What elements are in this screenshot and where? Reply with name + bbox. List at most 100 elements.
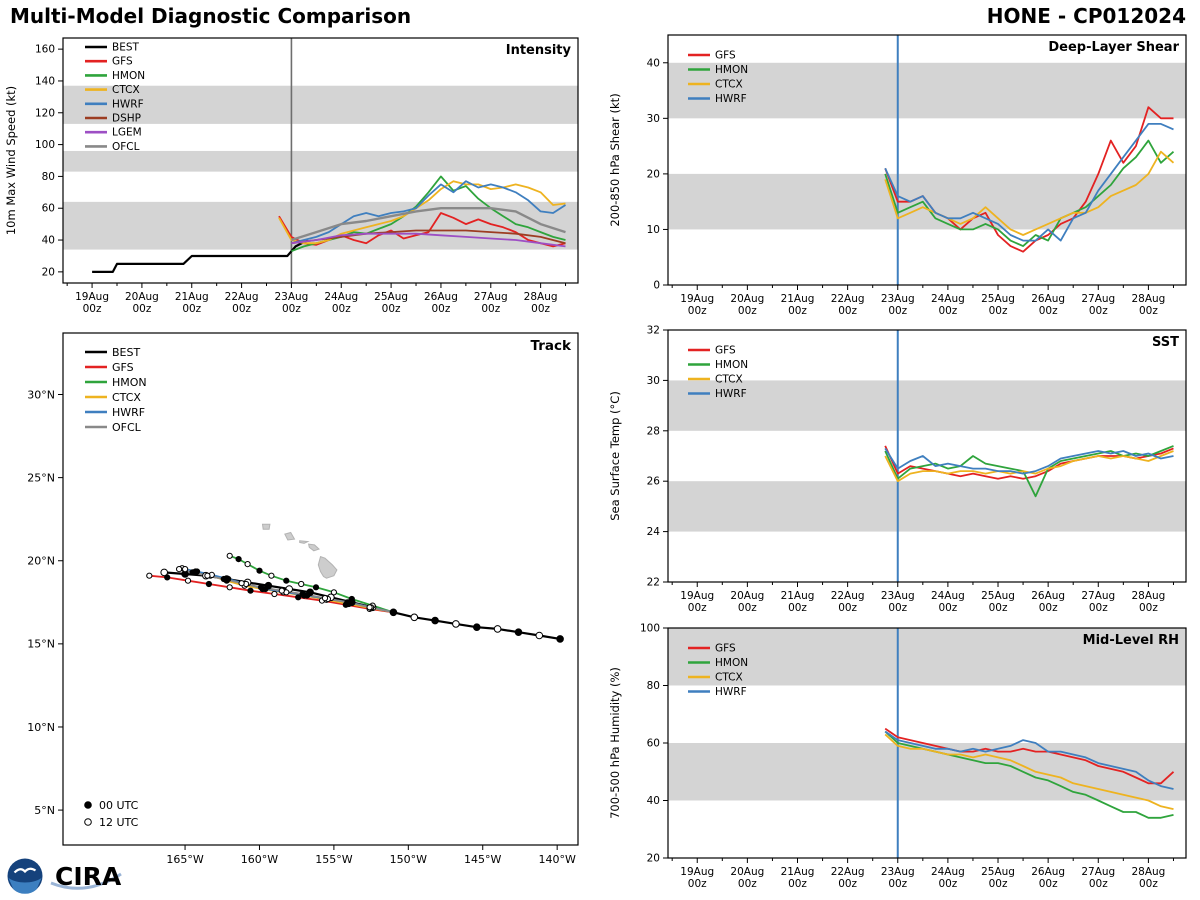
x-tick-label: 00z xyxy=(738,602,757,614)
lat-tick-label: 30°N xyxy=(27,388,55,401)
x-tick-label: 27Aug xyxy=(474,291,508,303)
x-tick-label: 00z xyxy=(938,878,957,890)
noaa-logo xyxy=(7,858,43,894)
x-tick-label: 25Aug xyxy=(374,291,408,303)
x-tick-label: 20Aug xyxy=(730,293,764,305)
plot-border xyxy=(62,332,579,846)
open-marker-icon xyxy=(84,818,92,826)
y-tick-label: 24 xyxy=(647,526,661,538)
filled-marker-icon xyxy=(84,801,92,809)
legend-label: HMON xyxy=(112,70,145,82)
x-tick-label: 27Aug xyxy=(1081,293,1115,305)
island-shape xyxy=(261,523,271,530)
x-tick-label: 00z xyxy=(332,303,351,315)
x-tick-label: 23Aug xyxy=(881,590,915,602)
lat-tick-label: 25°N xyxy=(27,471,55,484)
track-point xyxy=(366,604,373,611)
x-tick-label: 00z xyxy=(182,303,201,315)
track-point xyxy=(271,590,278,598)
x-tick-label: 00z xyxy=(1089,305,1108,317)
x-tick-label: 00z xyxy=(838,878,857,890)
legend-label: CTCX xyxy=(112,84,140,96)
x-tick-label: 00z xyxy=(232,303,251,315)
island-shape xyxy=(317,555,338,579)
x-tick-label: 00z xyxy=(788,305,807,317)
legend-label: HWRF xyxy=(112,98,144,110)
x-tick-label: 00z xyxy=(838,602,857,614)
x-tick-label: 00z xyxy=(989,878,1008,890)
island-shape xyxy=(299,540,310,544)
x-tick-label: 22Aug xyxy=(225,291,259,303)
legend-label: HMON xyxy=(112,376,147,389)
sst-chart: 19Aug00z20Aug00z21Aug00z22Aug00z23Aug00z… xyxy=(608,325,1187,614)
x-tick-label: 26Aug xyxy=(1031,590,1065,602)
x-tick-label: 20Aug xyxy=(730,866,764,878)
x-tick-label: 19Aug xyxy=(680,590,714,602)
x-tick-label: 00z xyxy=(1089,602,1108,614)
y-tick-label: 160 xyxy=(35,44,55,56)
series-HWRF xyxy=(884,123,1174,242)
x-tick-label: 00z xyxy=(132,303,151,315)
track-point xyxy=(146,572,153,579)
x-tick-label: 00z xyxy=(1039,305,1058,317)
category-band xyxy=(668,380,1186,431)
x-tick-label: 00z xyxy=(989,305,1008,317)
panel-title: Mid-Level RH xyxy=(1083,633,1179,648)
legend-label: HMON xyxy=(715,64,748,76)
x-tick-label: 24Aug xyxy=(931,293,965,305)
noaa-gull-icon xyxy=(13,867,37,874)
x-tick-label: 28Aug xyxy=(1131,293,1165,305)
x-tick-label: 19Aug xyxy=(680,293,714,305)
legend-label: HWRF xyxy=(715,93,747,105)
track-point xyxy=(410,613,419,622)
y-tick-label: 120 xyxy=(35,107,55,119)
category-band xyxy=(63,85,578,124)
x-tick-label: 00z xyxy=(282,303,301,315)
track-point xyxy=(164,574,171,581)
x-tick-label: 00z xyxy=(1139,602,1158,614)
category-band xyxy=(63,150,578,172)
track-point xyxy=(220,575,227,583)
shear-panel: 19Aug00z20Aug00z21Aug00z22Aug00z23Aug00z… xyxy=(608,34,1187,317)
plot-border xyxy=(667,329,1187,583)
track-point xyxy=(204,572,211,579)
intensity-panel: 19Aug00z20Aug00z21Aug00z22Aug00z23Aug00z… xyxy=(4,37,579,315)
series-GFS xyxy=(884,727,1175,785)
track-point xyxy=(184,577,192,584)
series-DSHP xyxy=(291,229,566,245)
track-point xyxy=(244,561,251,568)
page-title: Multi-Model Diagnostic Comparison xyxy=(10,4,412,28)
x-tick-label: 00z xyxy=(382,303,401,315)
category-band xyxy=(668,62,1186,119)
x-tick-label: 23Aug xyxy=(881,293,915,305)
x-tick-label: 26Aug xyxy=(1031,866,1065,878)
track-point xyxy=(160,568,168,577)
plot-border xyxy=(62,37,579,284)
y-tick-label: 40 xyxy=(647,57,660,69)
legend-label: GFS xyxy=(112,56,133,68)
track-point xyxy=(312,584,320,591)
track-point xyxy=(283,577,290,584)
legend-label: HMON xyxy=(715,359,748,371)
x-tick-label: 00z xyxy=(432,303,451,315)
legend-label: CTCX xyxy=(715,79,743,91)
y-axis-label: Sea Surface Temp (°C) xyxy=(608,391,622,521)
track-point xyxy=(176,566,183,573)
lon-tick-label: 160°W xyxy=(241,853,278,866)
panel-title: Deep-Layer Shear xyxy=(1048,40,1179,55)
y-axis-label: 700-500 hPa Humidity (%) xyxy=(608,667,622,819)
x-tick-label: 26Aug xyxy=(424,291,458,303)
x-tick-label: 00z xyxy=(788,878,807,890)
y-tick-label: 60 xyxy=(42,203,55,215)
legend-label: CTCX xyxy=(112,391,141,404)
category-band xyxy=(668,481,1186,532)
y-tick-label: 100 xyxy=(35,139,55,151)
y-tick-label: 80 xyxy=(42,171,55,183)
x-tick-label: 00z xyxy=(688,305,707,317)
y-tick-label: 22 xyxy=(647,577,660,589)
series-CTCX xyxy=(884,150,1175,236)
x-tick-label: 20Aug xyxy=(730,590,764,602)
storm-id: HONE - CP012024 xyxy=(986,4,1186,28)
panel-title: Intensity xyxy=(506,43,572,58)
